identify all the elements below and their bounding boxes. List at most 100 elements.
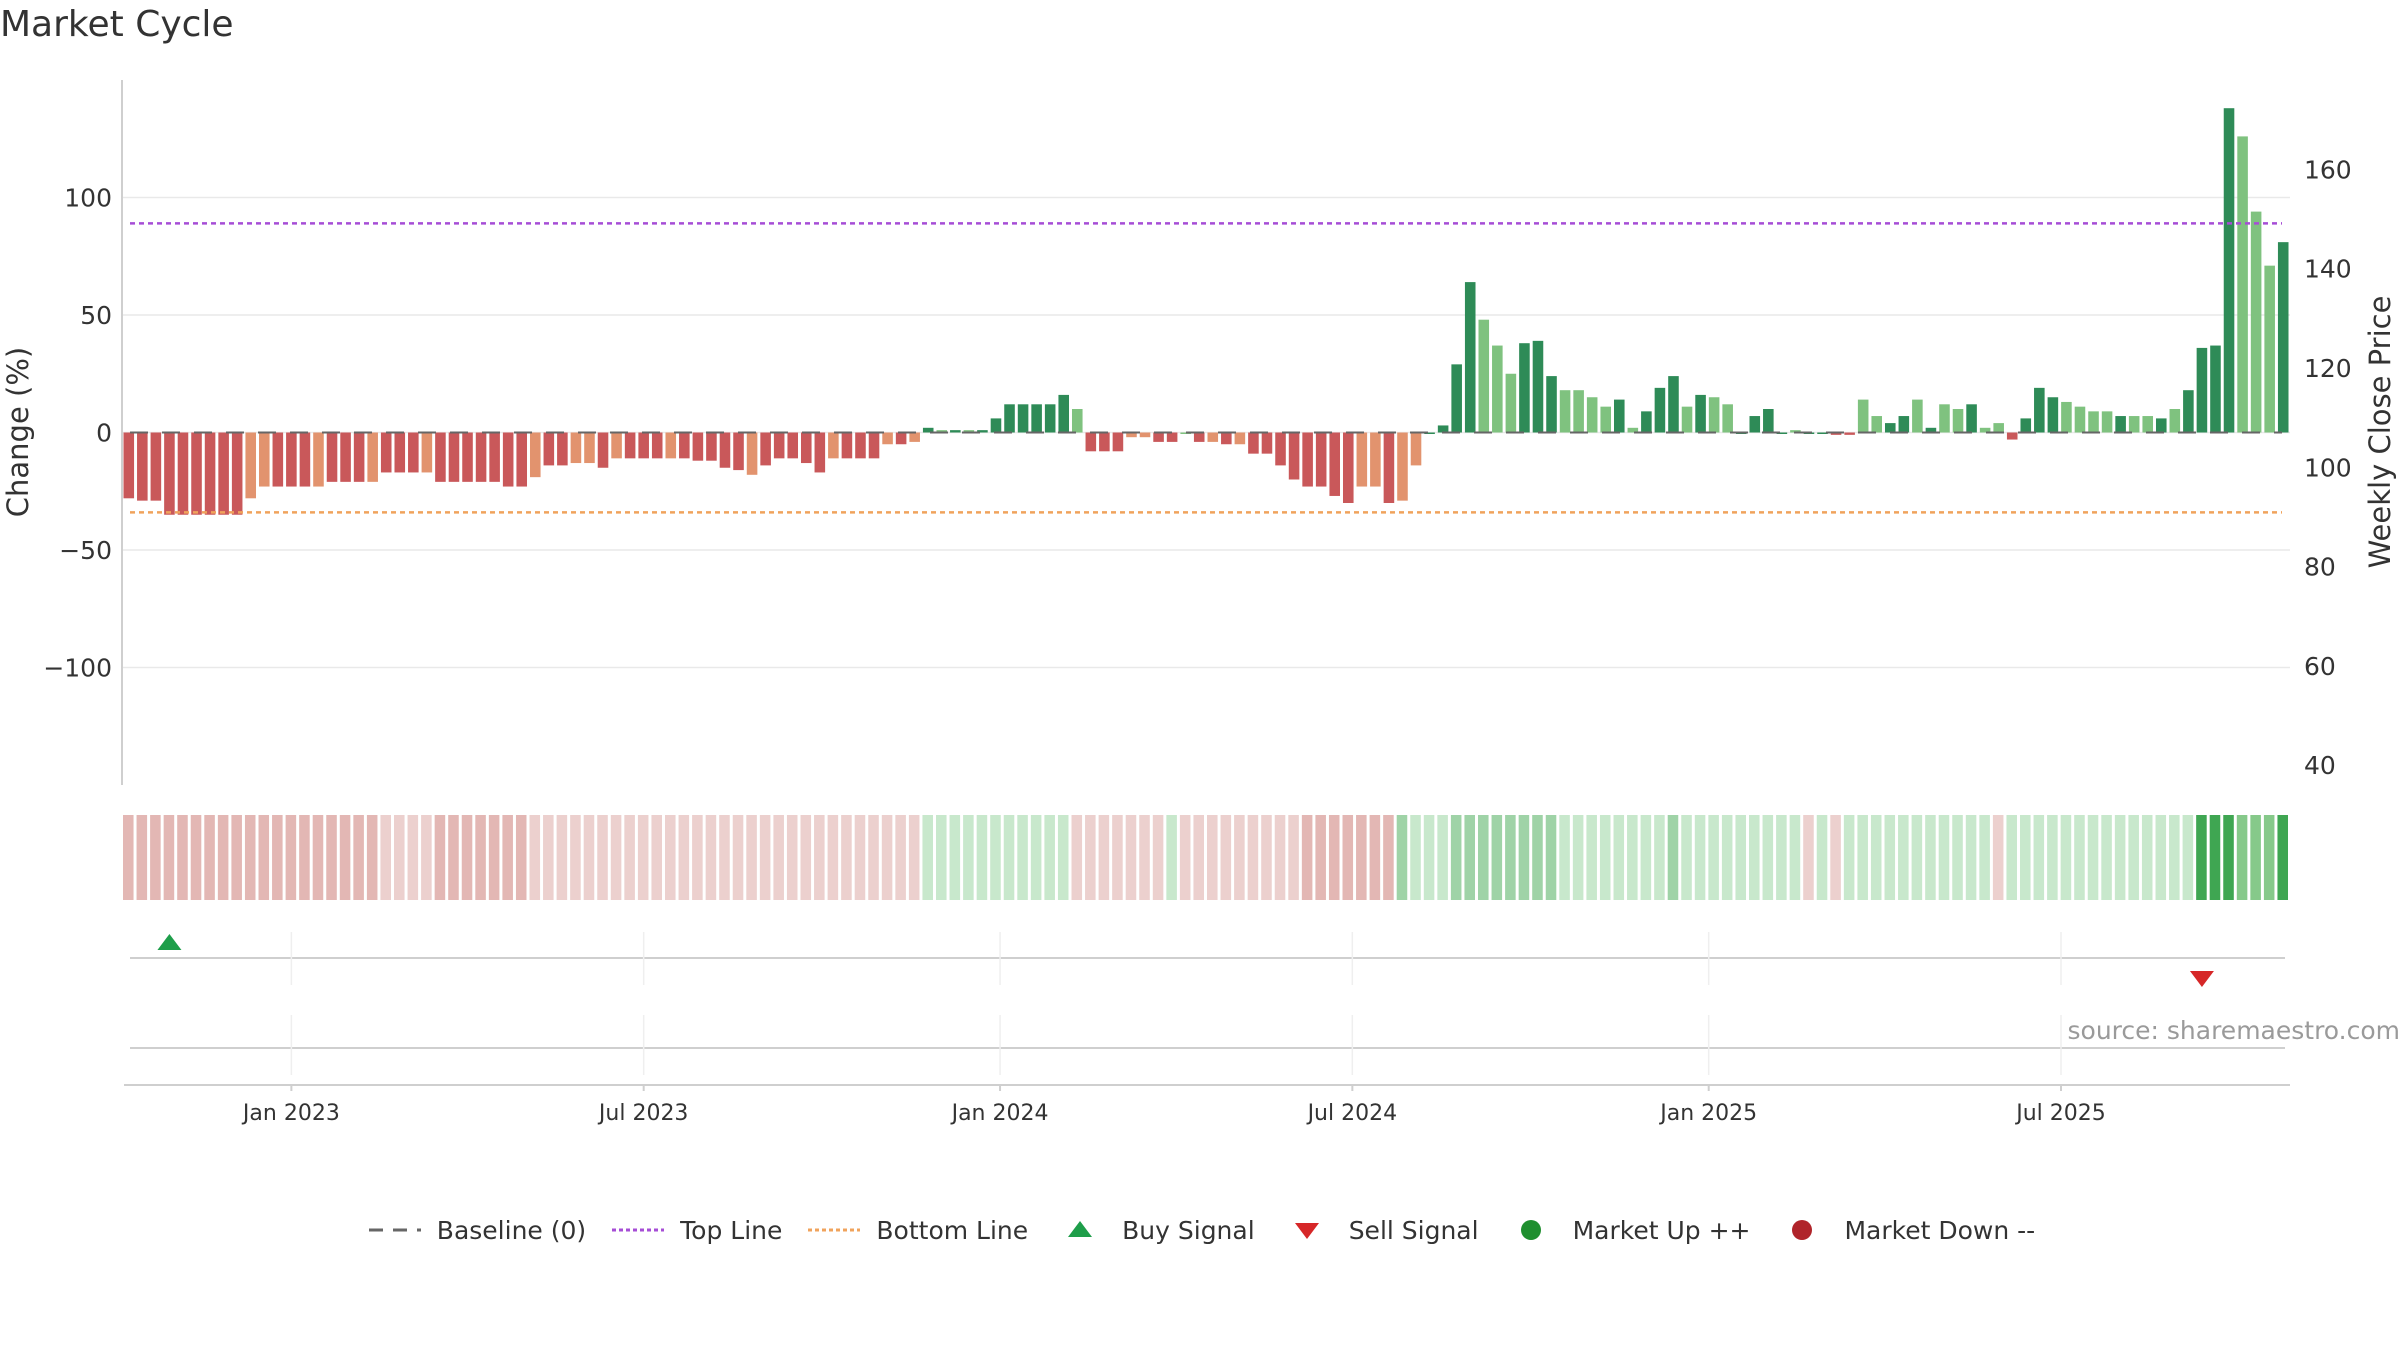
triangle-down-icon: [1294, 1223, 1319, 1239]
regime-cell: [285, 815, 297, 900]
regime-cell: [380, 815, 391, 900]
regime-cell: [1667, 815, 1679, 900]
x-tick-label: Jan 2024: [950, 1101, 1049, 1126]
regime-cell: [651, 815, 662, 900]
regime-cell: [2209, 815, 2221, 900]
bar: [2034, 387, 2045, 433]
regime-cell: [2101, 815, 2112, 900]
bar: [868, 432, 880, 459]
regime-cell: [136, 815, 148, 900]
bar: [1492, 345, 1503, 433]
regime-cell: [150, 815, 161, 900]
bar: [1356, 432, 1368, 487]
bar: [624, 432, 636, 459]
legend: Baseline (0) Top Line Bottom Line Buy Signa…: [0, 1210, 2400, 1250]
bar: [2277, 242, 2289, 433]
regime-cell: [1437, 815, 1448, 900]
bar: [394, 432, 406, 473]
regime-cell: [244, 815, 256, 900]
regime-cell: [922, 815, 933, 900]
bar: [1708, 397, 1720, 433]
bar: [1478, 319, 1490, 433]
regime-cell: [2020, 815, 2031, 900]
regime-cell: [1301, 815, 1313, 900]
regime-cell: [2155, 815, 2167, 900]
regime-cell: [2074, 815, 2085, 900]
bar: [963, 430, 975, 433]
bar: [421, 432, 433, 473]
source-credit: source: sharemaestro.com: [2067, 1016, 2400, 1045]
bar: [746, 432, 758, 475]
bar: [2142, 416, 2154, 433]
bar: [137, 432, 148, 501]
bar: [353, 432, 365, 482]
regime-cell: [1979, 815, 1990, 900]
y-tick-label: 0: [96, 419, 112, 448]
bar: [2183, 390, 2194, 433]
y-tick-label: 100: [64, 184, 112, 213]
bar: [1790, 430, 1801, 433]
bar: [516, 432, 528, 487]
bar: [1383, 432, 1395, 503]
regime-cell: [895, 815, 906, 900]
regime-cell: [786, 815, 798, 900]
bar: [787, 432, 799, 459]
regime-cell: [1654, 815, 1665, 900]
regime-cell: [2223, 815, 2234, 900]
bar: [1044, 404, 1056, 433]
regime-cell: [1410, 815, 1421, 900]
regime-cell: [705, 815, 717, 900]
regime-cell: [1030, 815, 1042, 900]
regime-cell: [312, 815, 324, 900]
regime-cell: [637, 815, 649, 900]
regime-cell: [1843, 815, 1855, 900]
bar: [1071, 409, 1083, 433]
bar: [1925, 427, 1937, 433]
bar: [719, 432, 731, 468]
regime-cell: [231, 815, 242, 900]
bar: [2264, 265, 2275, 433]
regime-cell: [556, 815, 568, 900]
reference-lines: [130, 222, 2282, 514]
bar: [1654, 387, 1666, 433]
bar: [2101, 411, 2113, 433]
regime-cell: [1952, 815, 1963, 900]
bar: [218, 432, 229, 515]
regime-cell: [1193, 815, 1204, 900]
bar: [1939, 404, 1950, 433]
regime-cell: [1356, 815, 1367, 900]
regime-cell: [1179, 815, 1191, 900]
bar: [2074, 406, 2086, 433]
bar: [1397, 432, 1408, 501]
regime-cell: [2128, 815, 2139, 900]
bar: [990, 418, 1002, 433]
regime-cell: [1396, 815, 1408, 900]
bar: [1424, 432, 1435, 434]
regime-cell: [1247, 815, 1259, 900]
bar: [1329, 432, 1341, 496]
regime-cell: [936, 815, 947, 900]
regime-cell: [123, 815, 134, 900]
regime-cell: [1017, 815, 1028, 900]
regime-cell: [1965, 815, 1977, 900]
bar: [1031, 404, 1042, 433]
regime-cell: [515, 815, 527, 900]
bar: [1302, 432, 1313, 487]
bar: [177, 432, 189, 515]
regime-cell: [990, 815, 1001, 900]
bar: [1139, 432, 1151, 438]
regime-cell: [1003, 815, 1015, 900]
regime-cell: [1423, 815, 1435, 900]
regime-cell: [583, 815, 595, 900]
bar: [1898, 416, 1910, 433]
y2-tick-label: 100: [2304, 453, 2352, 482]
bar: [1180, 432, 1191, 434]
regime-cell: [353, 815, 364, 900]
bar: [164, 432, 175, 515]
bar: [1207, 432, 1219, 442]
x-tick-label: Jan 2023: [241, 1101, 340, 1126]
legend-item-sell: Sell Signal: [1277, 1216, 1479, 1245]
regime-cell: [475, 815, 486, 900]
regime-cell: [976, 815, 988, 900]
regime-cell: [1044, 815, 1055, 900]
